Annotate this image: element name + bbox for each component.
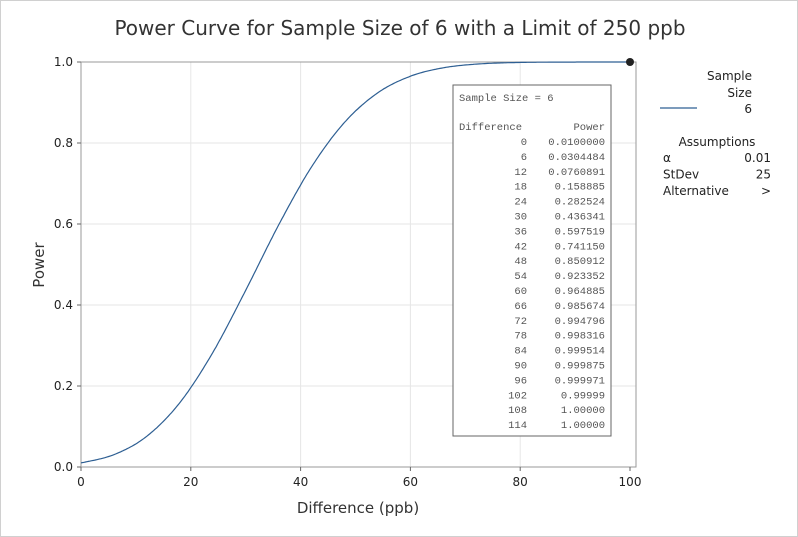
table-cell-power: 0.597519 — [555, 226, 605, 238]
table-cell-difference: 42 — [514, 241, 527, 253]
table-cell-power: 0.999875 — [555, 361, 605, 373]
table-cell-power: 0.998316 — [555, 331, 605, 343]
table-row: 90 0.999875 — [514, 361, 605, 373]
table-row: 96 0.999971 — [514, 375, 605, 387]
x-tick-label: 80 — [513, 475, 528, 489]
target-point-marker — [626, 58, 634, 66]
table-cell-difference: 0 — [521, 137, 527, 149]
table-cell-power: 0.964885 — [555, 286, 605, 298]
table-row: 18 0.158885 — [514, 182, 605, 194]
table-col-difference: Difference — [459, 122, 522, 134]
assumption-value: 25 — [756, 168, 771, 182]
assumption-name: α — [663, 151, 671, 165]
table-cell-power: 0.0100000 — [548, 137, 605, 149]
y-tick-label: 1.0 — [54, 55, 73, 69]
y-tick-label: 0.4 — [54, 298, 73, 312]
table-header: Sample Size = 6 — [459, 93, 554, 105]
table-row: 114 1.00000 — [508, 420, 605, 432]
legend-title-2: Size — [727, 86, 752, 100]
table-cell-difference: 18 — [514, 182, 527, 194]
assumption-row: α 0.01 — [663, 151, 771, 165]
assumptions-title: Assumptions — [679, 135, 756, 149]
table-cell-power: 0.0304484 — [548, 152, 605, 164]
table-cell-power: 0.99999 — [561, 390, 605, 402]
table-row: 0 0.0100000 — [521, 137, 605, 149]
table-cell-difference: 60 — [514, 286, 527, 298]
table-cell-difference: 48 — [514, 256, 527, 268]
table-cell-difference: 30 — [514, 212, 527, 224]
y-tick-label: 0.6 — [54, 217, 73, 231]
table-cell-difference: 12 — [514, 167, 527, 179]
x-tick-label: 40 — [293, 475, 308, 489]
table-cell-power: 1.00000 — [561, 405, 605, 417]
table-cell-power: 0.999971 — [555, 375, 605, 387]
table-row: 60 0.964885 — [514, 286, 605, 298]
plot-area — [80, 61, 637, 468]
table-row: 66 0.985674 — [514, 301, 605, 313]
table-row: 78 0.998316 — [514, 331, 605, 343]
table-cell-difference: 54 — [514, 271, 527, 283]
table-row: 54 0.923352 — [514, 271, 605, 283]
table-row: 72 0.994796 — [514, 316, 605, 328]
table-cell-power: 0.0760891 — [548, 167, 605, 179]
table-cell-difference: 96 — [514, 375, 527, 387]
assumption-name: Alternative — [663, 184, 729, 198]
table-cell-difference: 66 — [514, 301, 527, 313]
x-tick-label: 20 — [183, 475, 198, 489]
x-tick-label: 0 — [77, 475, 85, 489]
table-row: 6 0.0304484 — [521, 152, 605, 164]
table-row: 42 0.741150 — [514, 241, 605, 253]
table-row: 24 0.282524 — [514, 197, 605, 209]
table-cell-difference: 72 — [514, 316, 527, 328]
table-cell-difference: 108 — [508, 405, 527, 417]
assumption-row: StDev 25 — [663, 168, 771, 182]
x-tick-label: 60 — [403, 475, 418, 489]
table-cell-difference: 102 — [508, 390, 527, 402]
table-row: 84 0.999514 — [514, 346, 605, 358]
table-row: 36 0.597519 — [514, 226, 605, 238]
power-curve-line — [80, 61, 630, 464]
y-tick-label: 0.8 — [54, 136, 73, 150]
table-cell-power: 0.850912 — [555, 256, 605, 268]
table-cell-difference: 24 — [514, 197, 527, 209]
legend-entry: 6 — [744, 102, 752, 116]
table-row: 12 0.0760891 — [514, 167, 605, 179]
table-cell-difference: 78 — [514, 331, 527, 343]
table-cell-power: 0.994796 — [555, 316, 605, 328]
table-cell-power: 0.999514 — [555, 346, 605, 358]
assumption-name: StDev — [663, 168, 699, 182]
table-row: 30 0.436341 — [514, 212, 605, 224]
x-tick-label: 100 — [619, 475, 642, 489]
y-tick-label: 0.0 — [54, 460, 73, 474]
assumption-value: 0.01 — [744, 151, 771, 165]
y-axis-label: Power — [30, 241, 48, 287]
legend: Sample Size 6 Assumptions α 0.01 StDev 25 Al… — [660, 69, 771, 198]
table-col-power: Power — [573, 122, 605, 134]
table-cell-difference: 36 — [514, 226, 527, 238]
table-cell-difference: 84 — [514, 346, 527, 358]
assumption-row: Alternative > — [663, 184, 771, 198]
power-table: Sample Size = 6 Difference Power 0 0.0100… — [452, 84, 612, 437]
table-cell-difference: 6 — [521, 152, 527, 164]
assumption-value: > — [761, 184, 771, 198]
y-tick-label: 0.2 — [54, 379, 73, 393]
table-cell-difference: 90 — [514, 361, 527, 373]
table-cell-power: 0.741150 — [555, 241, 605, 253]
table-cell-difference: 114 — [508, 420, 527, 432]
legend-title-1: Sample — [707, 69, 752, 83]
x-axis-label: Difference (ppb) — [297, 499, 419, 517]
table-row: 108 1.00000 — [508, 405, 605, 417]
table-cell-power: 0.923352 — [555, 271, 605, 283]
table-cell-power: 0.985674 — [555, 301, 605, 313]
table-cell-power: 0.436341 — [555, 212, 605, 224]
table-cell-power: 1.00000 — [561, 420, 605, 432]
chart-title: Power Curve for Sample Size of 6 with a … — [114, 16, 685, 40]
table-row: 102 0.99999 — [508, 390, 605, 402]
table-row: 48 0.850912 — [514, 256, 605, 268]
table-cell-power: 0.282524 — [555, 197, 605, 209]
table-cell-power: 0.158885 — [555, 182, 605, 194]
